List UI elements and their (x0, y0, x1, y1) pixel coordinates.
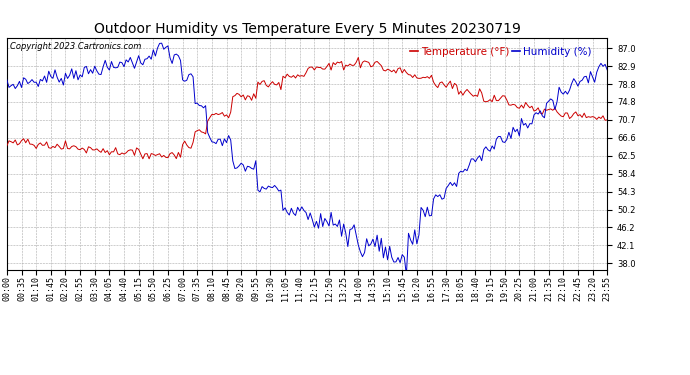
Text: Copyright 2023 Cartronics.com: Copyright 2023 Cartronics.com (10, 42, 141, 51)
Legend: Temperature (°F), Humidity (%): Temperature (°F), Humidity (%) (406, 43, 596, 61)
Title: Outdoor Humidity vs Temperature Every 5 Minutes 20230719: Outdoor Humidity vs Temperature Every 5 … (94, 22, 520, 36)
